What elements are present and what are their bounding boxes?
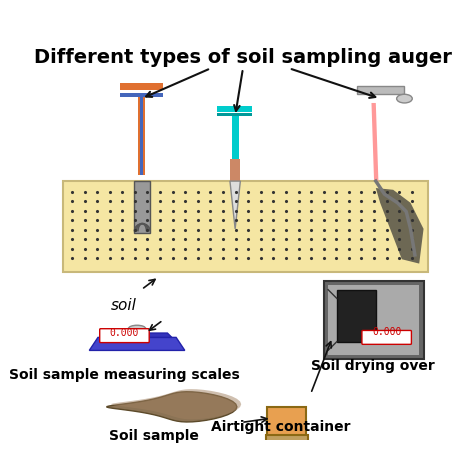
- Text: Different types of soil sampling auger: Different types of soil sampling auger: [34, 48, 452, 67]
- Ellipse shape: [126, 329, 148, 337]
- Polygon shape: [230, 181, 240, 229]
- Ellipse shape: [397, 94, 412, 103]
- Bar: [217, 105, 252, 112]
- Bar: [357, 86, 404, 94]
- Bar: [217, 113, 252, 116]
- Bar: [337, 289, 376, 342]
- Polygon shape: [111, 389, 241, 420]
- Bar: [119, 93, 163, 97]
- Bar: [265, 435, 308, 442]
- Bar: [119, 83, 163, 90]
- Polygon shape: [376, 188, 424, 263]
- Bar: [140, 97, 143, 175]
- Polygon shape: [89, 337, 185, 350]
- Polygon shape: [102, 333, 172, 337]
- Bar: [324, 281, 424, 359]
- Text: Soil drying over: Soil drying over: [311, 359, 435, 373]
- Polygon shape: [107, 392, 237, 422]
- Polygon shape: [372, 103, 378, 181]
- Text: Airtight container: Airtight container: [210, 420, 350, 434]
- Bar: [135, 181, 150, 233]
- Bar: [232, 116, 238, 159]
- FancyBboxPatch shape: [362, 331, 411, 344]
- Bar: [230, 159, 240, 181]
- Ellipse shape: [128, 325, 146, 332]
- Bar: [63, 181, 428, 272]
- Text: soil: soil: [111, 298, 137, 313]
- Text: Soil sample: Soil sample: [109, 429, 200, 443]
- Text: 0.000: 0.000: [373, 327, 402, 337]
- FancyBboxPatch shape: [100, 329, 149, 342]
- Bar: [267, 407, 306, 437]
- Text: Soil sample measuring scales: Soil sample measuring scales: [9, 368, 239, 382]
- Text: 0.000: 0.000: [109, 328, 139, 338]
- Bar: [328, 285, 419, 355]
- Bar: [138, 97, 145, 175]
